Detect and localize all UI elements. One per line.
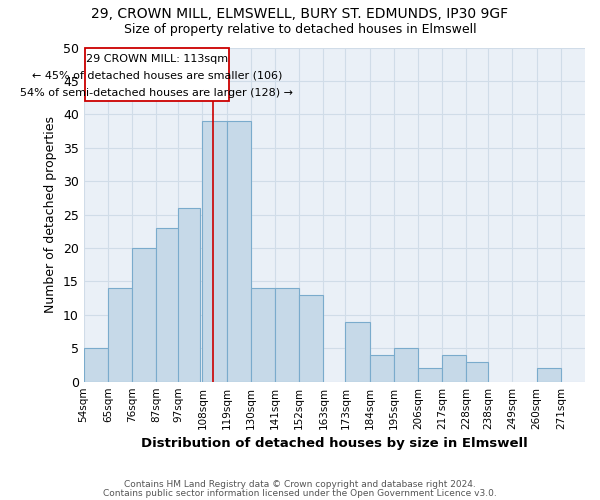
Bar	[178, 208, 200, 382]
Bar	[346, 322, 370, 382]
Bar	[442, 355, 466, 382]
Text: 29, CROWN MILL, ELMSWELL, BURY ST. EDMUNDS, IP30 9GF: 29, CROWN MILL, ELMSWELL, BURY ST. EDMUN…	[91, 8, 509, 22]
Bar	[108, 288, 132, 382]
X-axis label: Distribution of detached houses by size in Elmswell: Distribution of detached houses by size …	[141, 437, 528, 450]
Y-axis label: Number of detached properties: Number of detached properties	[44, 116, 57, 313]
Bar	[466, 362, 488, 382]
Bar	[299, 295, 323, 382]
Bar	[202, 121, 227, 382]
Text: 54% of semi-detached houses are larger (128) →: 54% of semi-detached houses are larger (…	[20, 88, 293, 98]
Text: Size of property relative to detached houses in Elmswell: Size of property relative to detached ho…	[124, 22, 476, 36]
Bar	[156, 228, 181, 382]
Bar	[132, 248, 156, 382]
Bar	[536, 368, 561, 382]
Text: Contains HM Land Registry data © Crown copyright and database right 2024.: Contains HM Land Registry data © Crown c…	[124, 480, 476, 489]
FancyBboxPatch shape	[85, 48, 229, 101]
Bar	[370, 355, 394, 382]
Bar	[418, 368, 442, 382]
Bar	[251, 288, 275, 382]
Bar	[394, 348, 418, 382]
Bar	[275, 288, 299, 382]
Text: ← 45% of detached houses are smaller (106): ← 45% of detached houses are smaller (10…	[32, 71, 282, 81]
Bar	[83, 348, 108, 382]
Text: Contains public sector information licensed under the Open Government Licence v3: Contains public sector information licen…	[103, 488, 497, 498]
Text: 29 CROWN MILL: 113sqm: 29 CROWN MILL: 113sqm	[86, 54, 228, 64]
Bar	[227, 121, 251, 382]
